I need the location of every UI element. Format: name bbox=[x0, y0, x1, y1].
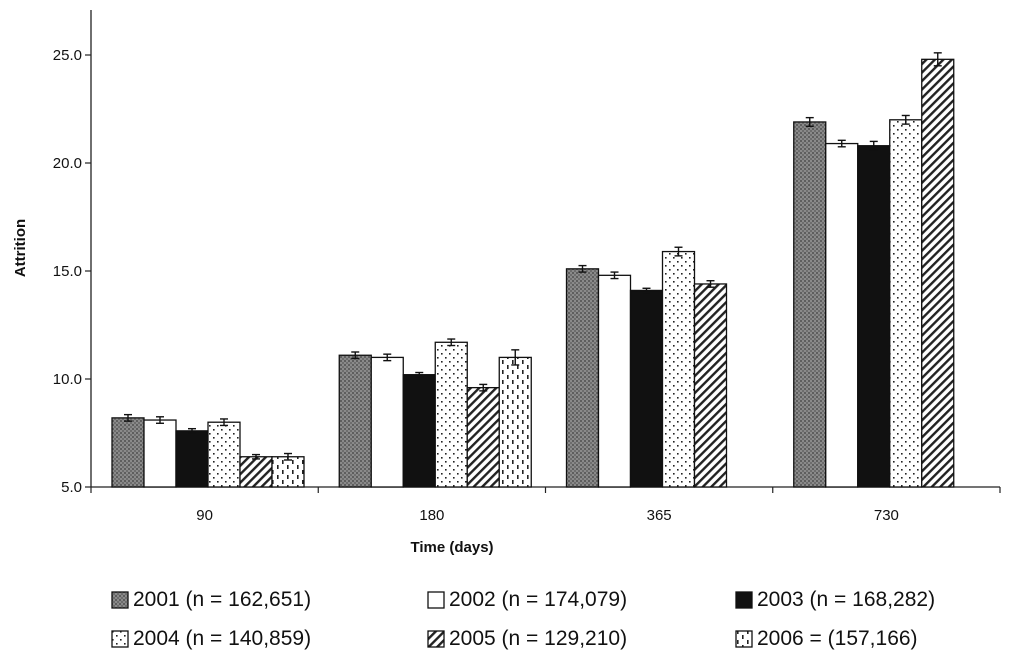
legend-label: 2004 (n = 140,859) bbox=[133, 627, 312, 650]
legend-swatch bbox=[427, 591, 445, 609]
legend-swatch bbox=[735, 630, 753, 648]
bar bbox=[857, 145, 891, 488]
attrition-bar-chart: Attrition Time (days) 5.0 10.0 15.0 20.0 25.… bbox=[12, 10, 1001, 556]
legend-swatch bbox=[735, 591, 753, 609]
bar bbox=[793, 121, 827, 488]
legend-label: 2005 (n = 129,210) bbox=[449, 627, 628, 650]
bar bbox=[370, 356, 404, 488]
bar bbox=[597, 274, 632, 488]
legend-label: 2006 = (157,166) bbox=[757, 627, 918, 650]
bar bbox=[825, 142, 859, 488]
bar bbox=[338, 354, 372, 488]
legend-swatch bbox=[111, 630, 129, 648]
y-tick-label: 25.0 bbox=[53, 47, 82, 64]
bar bbox=[239, 456, 273, 488]
y-tick-label: 5.0 bbox=[61, 479, 82, 496]
y-tick-label: 15.0 bbox=[53, 263, 82, 280]
legend-item: 2003 (n = 168,282) bbox=[735, 588, 935, 612]
plot-area: 5.0 10.0 15.0 20.0 25.0 90 180 365 730 bbox=[53, 10, 1001, 524]
legend-item: 2006 = (157,166) bbox=[735, 627, 918, 651]
bar bbox=[565, 268, 600, 488]
bar bbox=[889, 119, 923, 488]
x-tick-label: 90 bbox=[196, 507, 213, 524]
y-tick-label: 20.0 bbox=[53, 155, 82, 172]
bar bbox=[402, 374, 436, 488]
x-tick-label: 180 bbox=[419, 507, 444, 524]
bar bbox=[207, 421, 241, 488]
bar bbox=[143, 419, 177, 488]
bar bbox=[271, 456, 305, 488]
x-tick-label: 730 bbox=[874, 507, 899, 524]
y-tick-label: 10.0 bbox=[53, 371, 82, 388]
legend-item: 2004 (n = 140,859) bbox=[111, 627, 311, 651]
bar bbox=[111, 417, 145, 488]
x-tick-label: 365 bbox=[647, 507, 672, 524]
x-axis-title: Time (days) bbox=[410, 539, 493, 556]
bar bbox=[175, 430, 209, 488]
legend-item: 2001 (n = 162,651) bbox=[111, 588, 311, 612]
bar bbox=[693, 283, 728, 488]
legend-swatch bbox=[427, 630, 445, 648]
bar bbox=[661, 250, 696, 488]
bar bbox=[434, 341, 468, 488]
legend-item: 2002 (n = 174,079) bbox=[427, 588, 627, 612]
bar bbox=[498, 356, 532, 488]
y-axis-title: Attrition bbox=[12, 219, 29, 277]
bar bbox=[466, 386, 500, 488]
legend-swatch bbox=[111, 591, 129, 609]
bar bbox=[629, 289, 664, 488]
legend: 2001 (n = 162,651) 2002 (n = 174,079) 2003… bbox=[0, 580, 1015, 656]
bar bbox=[921, 58, 955, 488]
legend-item: 2005 (n = 129,210) bbox=[427, 627, 627, 651]
legend-label: 2003 (n = 168,282) bbox=[757, 588, 936, 611]
legend-label: 2001 (n = 162,651) bbox=[133, 588, 312, 611]
legend-label: 2002 (n = 174,079) bbox=[449, 588, 628, 611]
